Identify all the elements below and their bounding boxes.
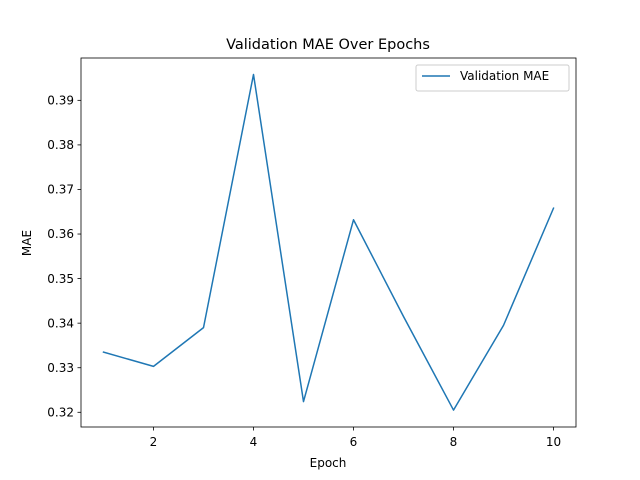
x-tick-label: 2 (150, 435, 158, 449)
y-axis: 0.32 0.33 0.34 0.35 0.36 0.37 0.38 0.39 (47, 94, 81, 419)
data-point (452, 408, 456, 412)
series-line-validation-mae (102, 73, 555, 411)
y-tick-label: 0.35 (47, 272, 74, 286)
legend: Validation MAE (415, 64, 570, 92)
x-axis-title: Epoch (310, 456, 347, 470)
y-tick-label: 0.39 (47, 94, 74, 108)
chart-title: Validation MAE Over Epochs (226, 37, 430, 53)
y-tick-label: 0.33 (47, 361, 74, 375)
y-tick-label: 0.38 (47, 138, 74, 152)
data-point (552, 206, 556, 210)
data-point (402, 314, 406, 318)
data-point (202, 326, 206, 330)
data-point (152, 364, 156, 368)
data-point (352, 218, 356, 222)
x-tick-label: 10 (546, 435, 561, 449)
plot-frame (80, 57, 577, 428)
y-tick-label: 0.32 (47, 405, 74, 419)
y-tick-label: 0.36 (47, 227, 74, 241)
x-tick-label: 6 (350, 435, 358, 449)
data-point (252, 72, 256, 76)
x-tick-label: 8 (450, 435, 458, 449)
y-axis-title: MAE (20, 230, 34, 256)
x-tick-label: 4 (250, 435, 258, 449)
y-tick-label: 0.37 (47, 183, 74, 197)
legend-box (415, 64, 570, 92)
series-layer (102, 72, 556, 412)
data-point (102, 350, 106, 354)
data-point (302, 400, 306, 404)
y-tick-label: 0.34 (47, 316, 74, 330)
legend-label: Validation MAE (460, 69, 549, 83)
x-axis: 2 4 6 8 10 (150, 427, 561, 449)
data-point (502, 323, 506, 327)
